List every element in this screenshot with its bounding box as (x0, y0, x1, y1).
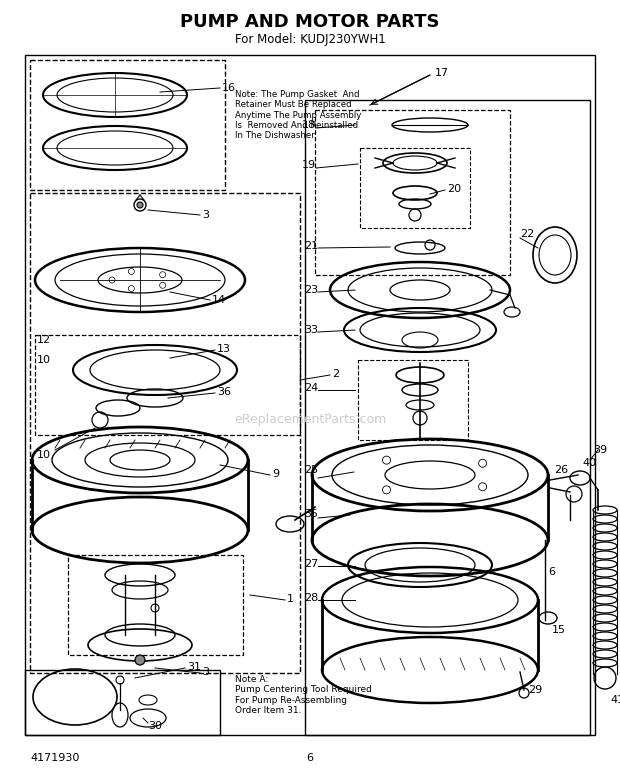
Text: 4171930: 4171930 (30, 753, 79, 763)
Bar (25, 55, 595, 735)
Text: 40: 40 (582, 458, 596, 468)
Bar (360, 148, 470, 228)
Text: 6: 6 (548, 567, 555, 577)
Text: 21: 21 (304, 241, 318, 251)
Text: 12: 12 (37, 335, 51, 345)
Text: 13: 13 (217, 344, 231, 354)
Text: 25: 25 (304, 465, 318, 475)
Text: 19: 19 (302, 160, 316, 170)
Bar (305, 100, 590, 735)
Text: 3: 3 (202, 210, 209, 220)
Text: 1: 1 (287, 594, 294, 604)
Bar (358, 360, 468, 440)
Text: 33: 33 (304, 325, 318, 335)
Bar (30, 193, 300, 673)
Text: 6: 6 (306, 753, 314, 763)
Circle shape (135, 655, 145, 665)
Text: 3: 3 (202, 667, 209, 677)
Text: 26: 26 (554, 465, 568, 475)
Bar (68, 555, 243, 655)
Text: 14: 14 (212, 295, 226, 305)
Text: 30: 30 (148, 721, 162, 731)
Text: 18: 18 (302, 120, 316, 130)
Text: Note: The Pump Gasket  And
Retainer Must Be Replaced
Anytime The Pump Assembly
I: Note: The Pump Gasket And Retainer Must … (235, 90, 361, 140)
Text: Note A:
Pump Centering Tool Required
For Pump Re-Assembling
Order Item 31.: Note A: Pump Centering Tool Required For… (235, 675, 372, 715)
Text: 31: 31 (187, 662, 201, 672)
Bar (30, 60, 225, 190)
Text: 23: 23 (304, 285, 318, 295)
Text: PUMP AND MOTOR PARTS: PUMP AND MOTOR PARTS (180, 13, 440, 31)
Text: 39: 39 (593, 445, 607, 455)
Text: 15: 15 (552, 625, 566, 635)
Text: 9: 9 (272, 469, 279, 479)
Text: 10: 10 (37, 355, 51, 365)
Text: 28: 28 (304, 593, 318, 603)
Bar (25, 670, 220, 735)
Text: 35: 35 (304, 509, 318, 519)
Text: 20: 20 (447, 184, 461, 194)
Text: 2: 2 (332, 369, 339, 379)
Text: 24: 24 (304, 383, 318, 393)
Text: 10: 10 (37, 450, 51, 460)
Text: For Model: KUDJ230YWH1: For Model: KUDJ230YWH1 (234, 34, 386, 46)
Text: 17: 17 (435, 68, 449, 78)
Bar (35, 335, 300, 435)
Bar (315, 110, 510, 275)
Circle shape (137, 202, 143, 208)
Text: 27: 27 (304, 559, 318, 569)
Text: 29: 29 (528, 685, 542, 695)
Text: 16: 16 (222, 83, 236, 93)
Text: 36: 36 (217, 387, 231, 397)
Text: 41: 41 (610, 695, 620, 705)
Text: eReplacementParts.com: eReplacementParts.com (234, 414, 386, 426)
Text: 22: 22 (520, 229, 534, 239)
